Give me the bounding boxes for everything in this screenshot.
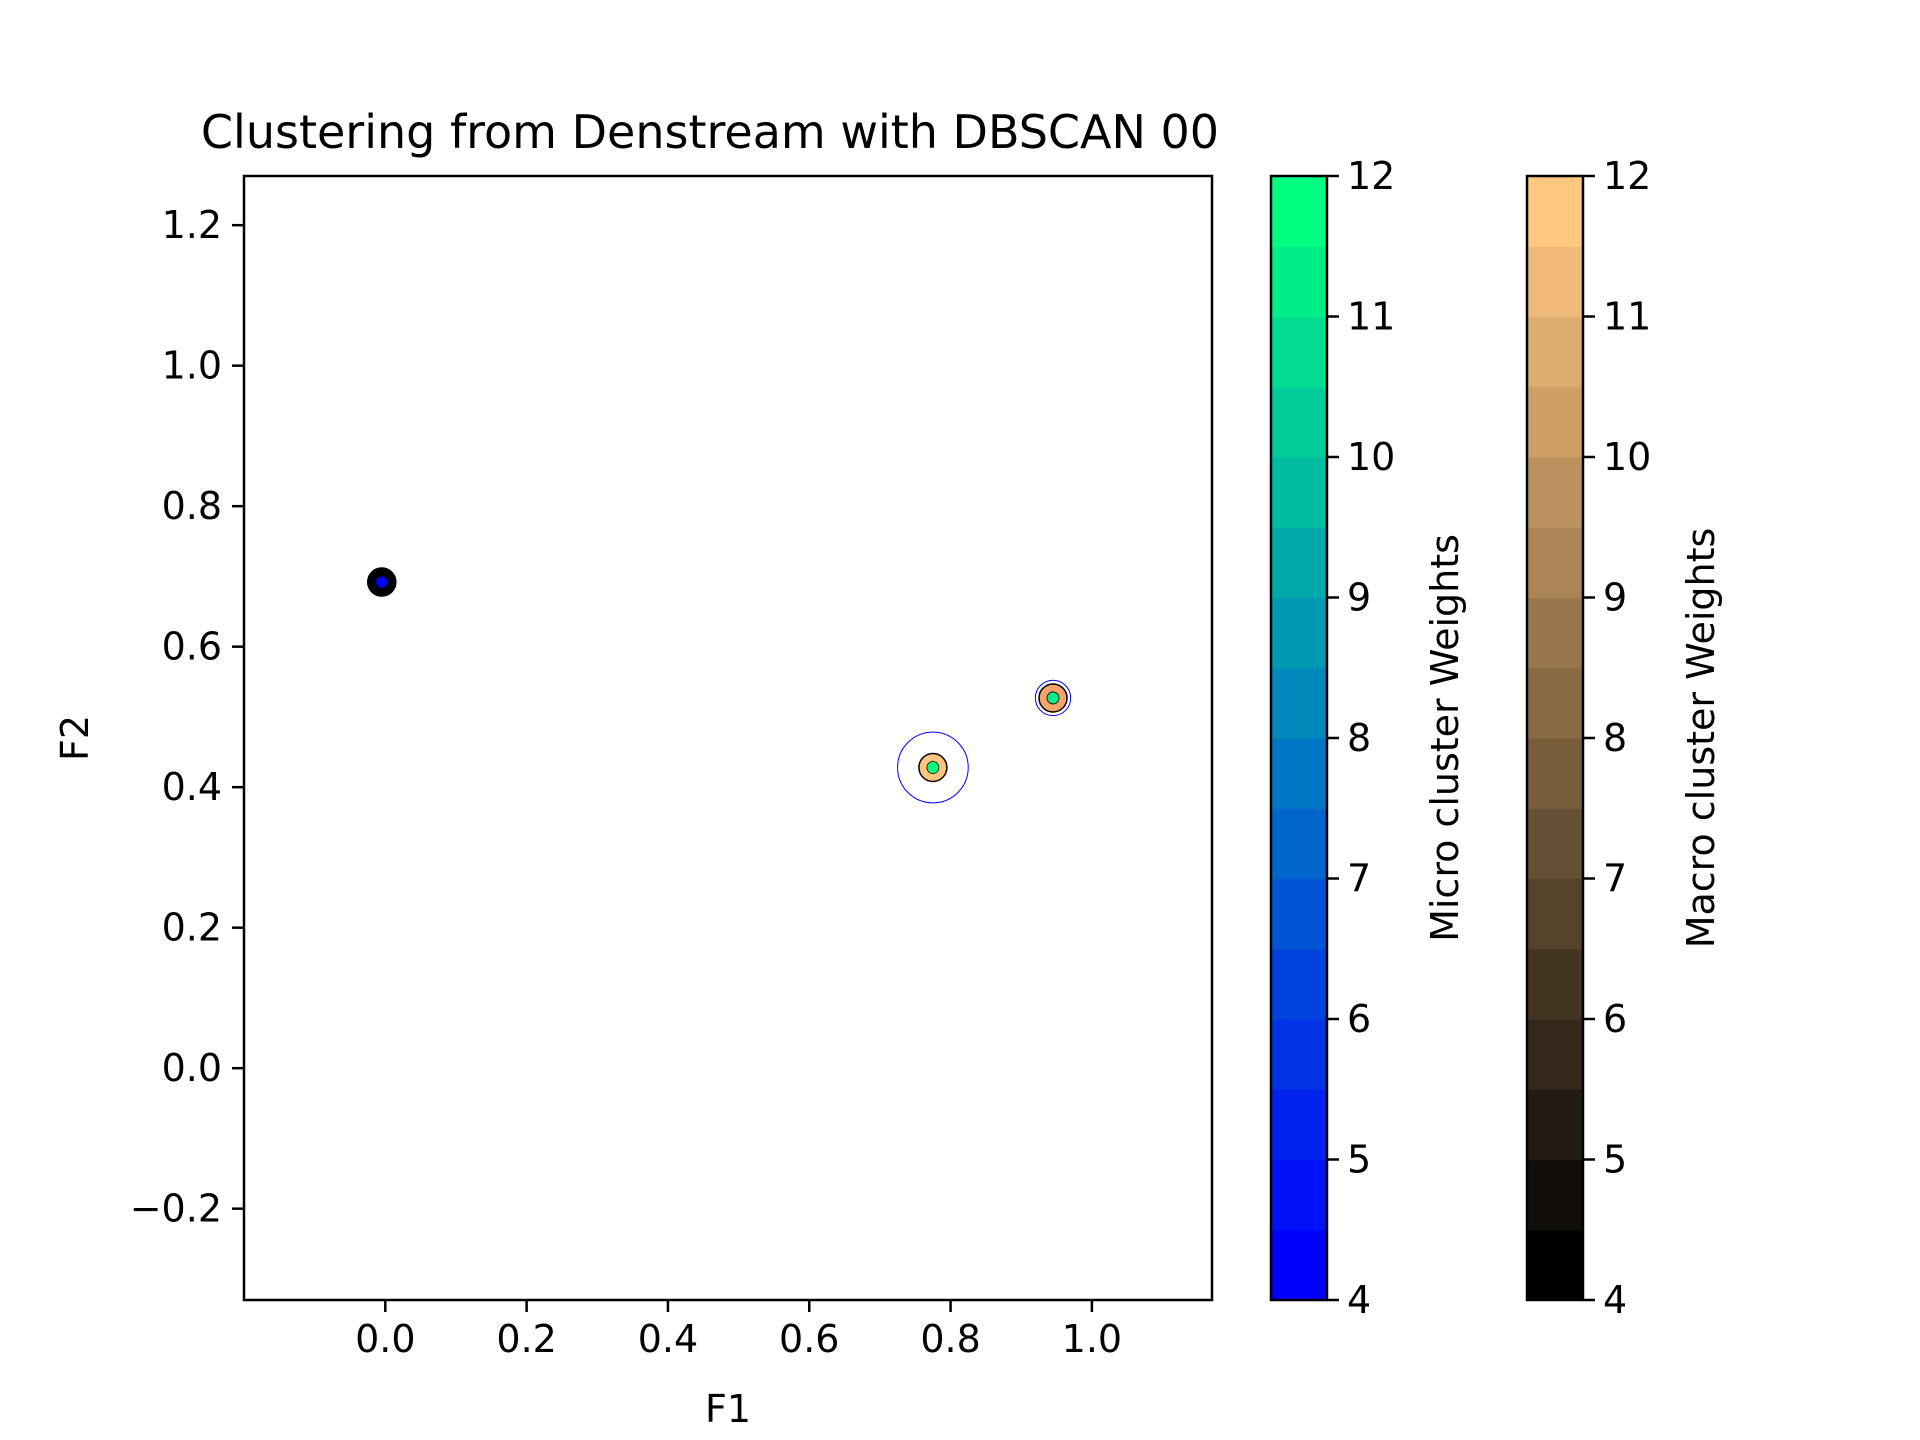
- chart-title: Clustering from Denstream with DBSCAN 00: [201, 105, 1219, 159]
- colorbar-tick-label: 9: [1347, 576, 1371, 620]
- x-tick-label: 0.2: [496, 1317, 556, 1361]
- colorbar-segment: [1527, 1019, 1583, 1090]
- colorbar-segment: [1271, 878, 1327, 950]
- colorbar-tick-label: 7: [1603, 857, 1627, 901]
- colorbar-segment: [1271, 1019, 1327, 1090]
- colorbar-segment: [1271, 738, 1327, 809]
- colorbar-tick-label: 9: [1603, 576, 1627, 620]
- micro-colorbar-label: Micro cluster Weights: [1423, 534, 1467, 942]
- y-tick-label: −0.2: [130, 1187, 222, 1231]
- micro-colorbar: 4 5 6 7 8 9 10 11 12: [1269, 154, 1395, 1322]
- colorbar-tick-label: 4: [1603, 1278, 1627, 1322]
- colorbar-segment: [1527, 878, 1583, 950]
- colorbar-segment: [1527, 1159, 1583, 1231]
- colorbar-segment: [1527, 808, 1583, 880]
- micro-cluster-point: [1046, 691, 1060, 705]
- cluster-markers: [367, 567, 1072, 804]
- plot-frame: [242, 174, 1214, 1302]
- colorbar-segment: [1271, 597, 1327, 669]
- colorbar-segment: [1527, 246, 1583, 318]
- x-tick-label: 0.0: [355, 1317, 415, 1361]
- y-tick-label: 1.0: [162, 344, 222, 388]
- y-axis-label: F2: [53, 715, 97, 761]
- macro-cluster-radius-ring: [1034, 679, 1072, 717]
- y-tick-label: 0.2: [162, 906, 222, 950]
- micro-cluster-point: [375, 575, 389, 589]
- colorbar-tick-label: 8: [1347, 716, 1371, 760]
- colorbar-tick-label: 5: [1603, 1138, 1627, 1182]
- colorbar-segment: [1527, 316, 1583, 388]
- x-axis-ticks: 0.0 0.2 0.4 0.6 0.8 1.0: [355, 1300, 1122, 1361]
- colorbar-segment: [1271, 948, 1327, 1020]
- colorbar-tick-label: 8: [1603, 716, 1627, 760]
- colorbar-tick-label: 10: [1603, 435, 1651, 479]
- y-tick-label: 1.2: [162, 203, 222, 247]
- colorbar-tick-label: 7: [1347, 857, 1371, 901]
- macro-colorbar-label: Macro cluster Weights: [1679, 528, 1723, 949]
- y-tick-label: 0.4: [162, 765, 222, 809]
- colorbar-segment: [1271, 246, 1327, 318]
- colorbar-segment: [1527, 738, 1583, 809]
- colorbar-segment: [1527, 176, 1583, 247]
- plot-area: 0.0 0.2 0.4 0.6 0.8 1.0 −0.2 0.0 0.2 0.4 0.6 0.8 1.…: [130, 174, 1214, 1361]
- colorbar-segment: [1271, 527, 1327, 599]
- x-tick-label: 0.4: [638, 1317, 698, 1361]
- colorbar-segment: [1271, 1089, 1327, 1161]
- colorbar-tick-label: 11: [1347, 295, 1395, 339]
- colorbar-segment: [1271, 1229, 1327, 1301]
- colorbar-segment: [1271, 316, 1327, 388]
- colorbar-segment: [1527, 667, 1583, 739]
- y-axis-ticks: −0.2 0.0 0.2 0.4 0.6 0.8 1.0 1.2: [130, 203, 244, 1231]
- y-tick-label: 0.6: [162, 625, 222, 669]
- colorbar-segment: [1527, 1229, 1583, 1301]
- colorbar-tick-label: 11: [1603, 295, 1651, 339]
- colorbar-segment: [1527, 597, 1583, 669]
- colorbar-segment: [1271, 386, 1327, 458]
- colorbar-tick-label: 6: [1603, 997, 1627, 1041]
- colorbar-segment: [1527, 386, 1583, 458]
- x-tick-label: 0.8: [920, 1317, 980, 1361]
- colorbar-segment: [1271, 808, 1327, 880]
- colorbar-segment: [1527, 527, 1583, 599]
- colorbar-segment: [1527, 457, 1583, 528]
- colorbar-segment: [1271, 667, 1327, 739]
- colorbar-segment: [1271, 176, 1327, 247]
- colorbar-segment: [1271, 1159, 1327, 1231]
- x-axis-label: F1: [705, 1387, 751, 1431]
- colorbar-tick-label: 5: [1347, 1138, 1371, 1182]
- y-tick-label: 0.8: [162, 484, 222, 528]
- x-tick-label: 0.6: [779, 1317, 839, 1361]
- macro-colorbar: 4 5 6 7 8 9 10 11 12: [1525, 154, 1651, 1322]
- colorbar-tick-label: 12: [1603, 154, 1651, 198]
- colorbar-tick-label: 10: [1347, 435, 1395, 479]
- colorbar-segment: [1527, 948, 1583, 1020]
- micro-cluster-point: [926, 761, 940, 774]
- colorbar-tick-label: 4: [1347, 1278, 1371, 1322]
- x-tick-label: 1.0: [1062, 1317, 1122, 1361]
- colorbar-segment: [1271, 457, 1327, 528]
- y-tick-label: 0.0: [162, 1046, 222, 1090]
- colorbar-segment: [1527, 1089, 1583, 1161]
- colorbar-tick-label: 6: [1347, 997, 1371, 1041]
- colorbar-tick-label: 12: [1347, 154, 1395, 198]
- macro-cluster-radius-ring: [897, 731, 969, 804]
